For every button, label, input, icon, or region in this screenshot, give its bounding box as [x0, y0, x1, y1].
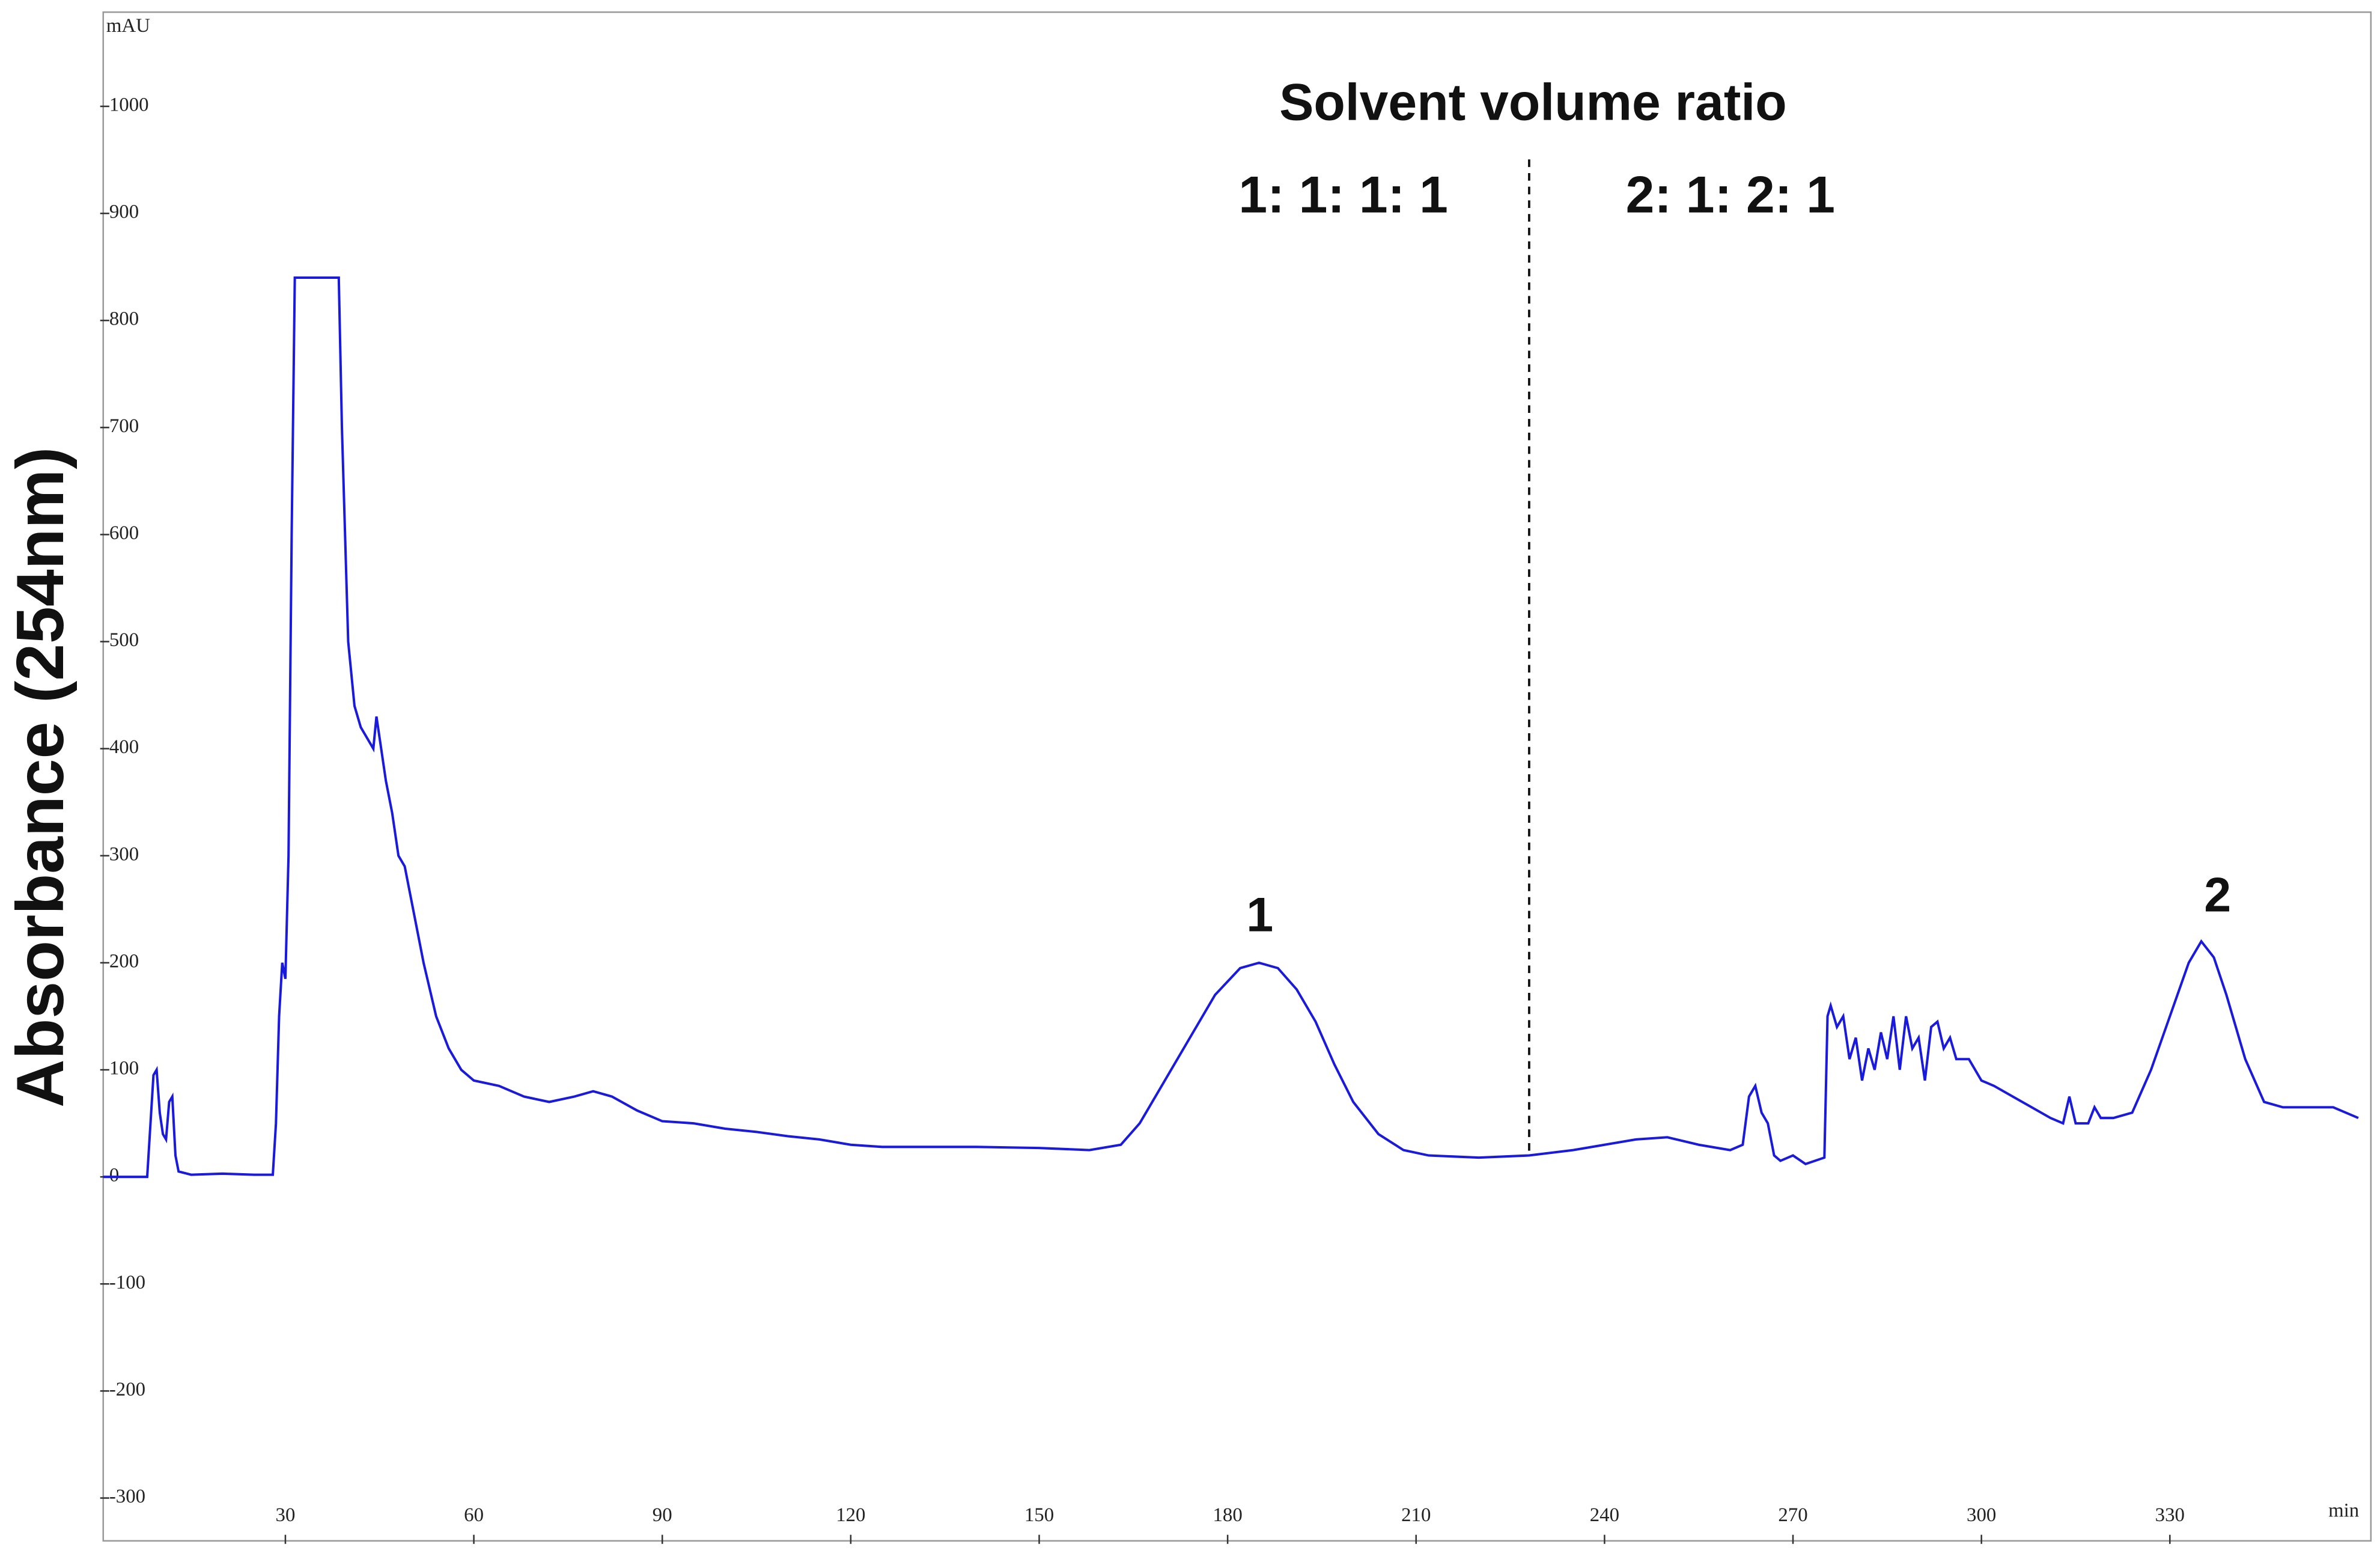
- x-unit: min: [2328, 1500, 2359, 1521]
- x-tick-label: 60: [464, 1504, 484, 1526]
- x-tick-label: 270: [1778, 1504, 1807, 1526]
- y-unit: mAU: [106, 15, 150, 37]
- x-tick-label: 180: [1213, 1504, 1243, 1526]
- y-tick-label: 200: [109, 950, 139, 972]
- y-tick-label: 400: [109, 736, 139, 758]
- y-tick-label: 100: [109, 1058, 139, 1079]
- y-tick-label: -100: [109, 1272, 145, 1293]
- y-tick-label: 800: [109, 308, 139, 330]
- y-axis-title: Absorbance (254nm): [2, 447, 78, 1108]
- y-tick-label: 900: [109, 201, 139, 223]
- y-tick-label: 700: [109, 415, 139, 437]
- left-ratio: 1: 1: 1: 1: [1238, 166, 1447, 224]
- y-tick-label: 500: [109, 629, 139, 651]
- y-tick-label: 0: [109, 1165, 119, 1186]
- x-tick-label: 210: [1401, 1504, 1431, 1526]
- peak-label: 1: [1246, 888, 1273, 942]
- y-tick-label: -200: [109, 1379, 145, 1400]
- x-tick-label: 90: [653, 1504, 672, 1526]
- y-tick-label: 600: [109, 522, 139, 544]
- plot-frame: [102, 11, 2372, 1542]
- signal-line: [103, 276, 2359, 1179]
- x-tick-label: 30: [276, 1504, 296, 1526]
- y-tick-label: -300: [109, 1486, 145, 1507]
- right-ratio: 2: 1: 2: 1: [1626, 166, 1835, 224]
- x-tick-label: 240: [1590, 1504, 1619, 1526]
- x-tick-label: 120: [836, 1504, 865, 1526]
- peak-label: 2: [2204, 868, 2231, 923]
- y-tick-label: 1000: [109, 94, 149, 115]
- x-tick-label: 330: [2155, 1504, 2185, 1526]
- x-tick-label: 150: [1024, 1504, 1054, 1526]
- y-tick-label: 300: [109, 843, 139, 865]
- heading: Solvent volume ratio: [1279, 74, 1787, 132]
- x-tick-label: 300: [1967, 1504, 1996, 1526]
